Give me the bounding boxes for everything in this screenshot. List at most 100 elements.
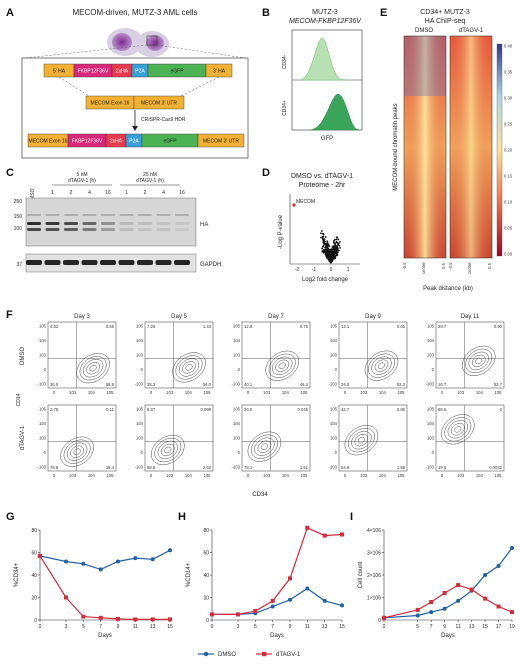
quad-ul: 7.26 <box>147 324 156 329</box>
x-tick-label: 13 <box>150 624 156 630</box>
flow-ytick: 104 <box>330 338 338 343</box>
point-dtag <box>253 609 258 613</box>
flow-ytick: 104 <box>427 421 435 426</box>
heatmap-xlabel: Peak distance (kb) <box>423 286 473 292</box>
y-tick-label: 3×106 <box>367 550 381 556</box>
segment-label: P2A <box>135 69 145 75</box>
flow-plot-dmso-day1: 4.52 0.59 36.0 58.8 105 104 103 0 -103 0 103 104 105 <box>38 321 117 395</box>
volcano-point <box>327 243 330 246</box>
volcano-point <box>339 247 341 249</box>
volcano-point <box>324 254 327 256</box>
flow-plot-dmso-day5: 29.7 0.90 16.7 52.7 105 104 103 0 -103 0 103 104 105 <box>426 321 505 395</box>
point-dtag <box>469 587 474 592</box>
flow-ytick: 105 <box>330 407 338 412</box>
x-tick-label: 13 <box>322 624 328 630</box>
quad-ur: 0.11 <box>106 407 115 412</box>
volcano-point <box>321 250 324 253</box>
volcano-point <box>327 258 330 260</box>
ha-band <box>101 228 115 231</box>
scale-tick-label: 0.35 <box>504 70 513 75</box>
scale-tick-label: 0.25 <box>504 122 513 127</box>
point-dmso <box>81 561 86 566</box>
flow-ytick: 105 <box>136 407 144 412</box>
contour <box>89 365 97 372</box>
heatmap-xtick: 0.5 <box>441 262 446 268</box>
ha-band <box>138 222 152 225</box>
ha-band <box>175 228 189 231</box>
volcano-point <box>325 243 328 246</box>
contour <box>82 359 104 378</box>
point-dmso <box>340 603 344 608</box>
color-scale-ticks: 0.40 0.35 0.30 0.25 0.20 0.15 0.10 0.05 0.00 <box>504 44 513 257</box>
flow-plot-dtag-day2: 8.87 0.099 88.5 2.53 105 104 103 0 -103 0 103 104 10… <box>135 404 214 478</box>
flow-ytick: -103 <box>426 465 435 470</box>
quad-ur: 0.86 <box>397 407 406 412</box>
flow-plot-dmso-day3: 12.8 0.75 40.1 46.4 105 104 103 0 -103 0 103 104 105 <box>232 321 311 395</box>
flow-plot-dmso-day2: 7.26 1.43 35.3 56.0 105 104 103 0 -103 0 103 104 105 <box>135 321 214 395</box>
condition-5nm-unit: dTAGV-1 (h) <box>68 178 96 184</box>
volcano-point <box>334 250 337 252</box>
volcano-point <box>333 242 335 244</box>
day-label: Day 9 <box>365 314 381 320</box>
gapdh-band <box>174 260 190 265</box>
point-dmso <box>305 586 310 591</box>
gapdh-band <box>44 260 61 265</box>
contour <box>347 428 375 453</box>
volcano-point <box>327 256 329 258</box>
ha-band <box>45 228 60 231</box>
mecom-point <box>292 203 296 207</box>
contour <box>86 362 100 375</box>
panel-label-f: F <box>6 309 13 321</box>
gapdh-band <box>100 260 116 265</box>
flow-frame <box>435 404 505 472</box>
point-dtag <box>496 604 501 609</box>
flow-xtick: 104 <box>476 473 484 478</box>
flow-xtick: 104 <box>185 473 193 478</box>
contour <box>351 431 372 450</box>
contour <box>454 426 462 433</box>
y-tick-label: 40 <box>31 573 37 579</box>
flow-ytick: 105 <box>39 407 47 412</box>
point-dtag <box>305 525 310 530</box>
contour <box>175 355 203 380</box>
flow-xtick: 0 <box>247 473 250 478</box>
point-dtag <box>133 617 138 622</box>
panel-d: D DMSO vs. dTAGV-1 Proteome - 2hr MECOM … <box>262 167 360 283</box>
quad-ul: 12.8 <box>244 324 253 329</box>
quad-ll: 36.0 <box>50 382 59 387</box>
point-dmso <box>415 613 420 618</box>
lane-dmso: DMSO <box>30 188 36 203</box>
series-line-dtag <box>39 555 170 621</box>
contour <box>444 417 472 442</box>
quad-ur: 0 <box>500 407 503 412</box>
point-dmso <box>442 606 447 611</box>
flow-ytick: 0 <box>141 450 144 455</box>
point-dmso <box>133 556 138 561</box>
y-tick-label: 80 <box>203 528 209 534</box>
day-label: Day 3 <box>74 314 90 320</box>
volcano-point <box>325 246 328 249</box>
volcano-point <box>321 245 324 248</box>
lane-label: 4 <box>88 190 91 196</box>
heatmap-xtick: -0.5 <box>402 262 407 270</box>
flow-ytick: 105 <box>233 324 241 329</box>
volcano-point <box>328 248 331 251</box>
flow-frame <box>144 404 214 472</box>
contour <box>371 356 392 375</box>
point-dtag <box>116 616 120 621</box>
point-dtag <box>429 600 434 604</box>
y-tick-label: 0 <box>34 618 37 624</box>
flow-xtick: 105 <box>301 473 309 478</box>
arrow-head-icon <box>132 126 138 131</box>
flow-xtick: 105 <box>398 390 406 395</box>
scale-tick-label: 0.10 <box>504 200 513 205</box>
lane-label: 2 <box>70 190 73 196</box>
panel-b-title: MUTZ-3 <box>312 9 338 16</box>
volcano-point <box>332 248 335 251</box>
contour <box>354 434 369 447</box>
series-line-dmso <box>39 549 171 571</box>
panel-a-title: MECOM-driven, MUTZ-3 AML cells <box>72 8 197 17</box>
gapdh-band <box>155 260 172 265</box>
quad-ur: 0.045 <box>298 407 309 412</box>
point-dtag <box>64 595 68 600</box>
